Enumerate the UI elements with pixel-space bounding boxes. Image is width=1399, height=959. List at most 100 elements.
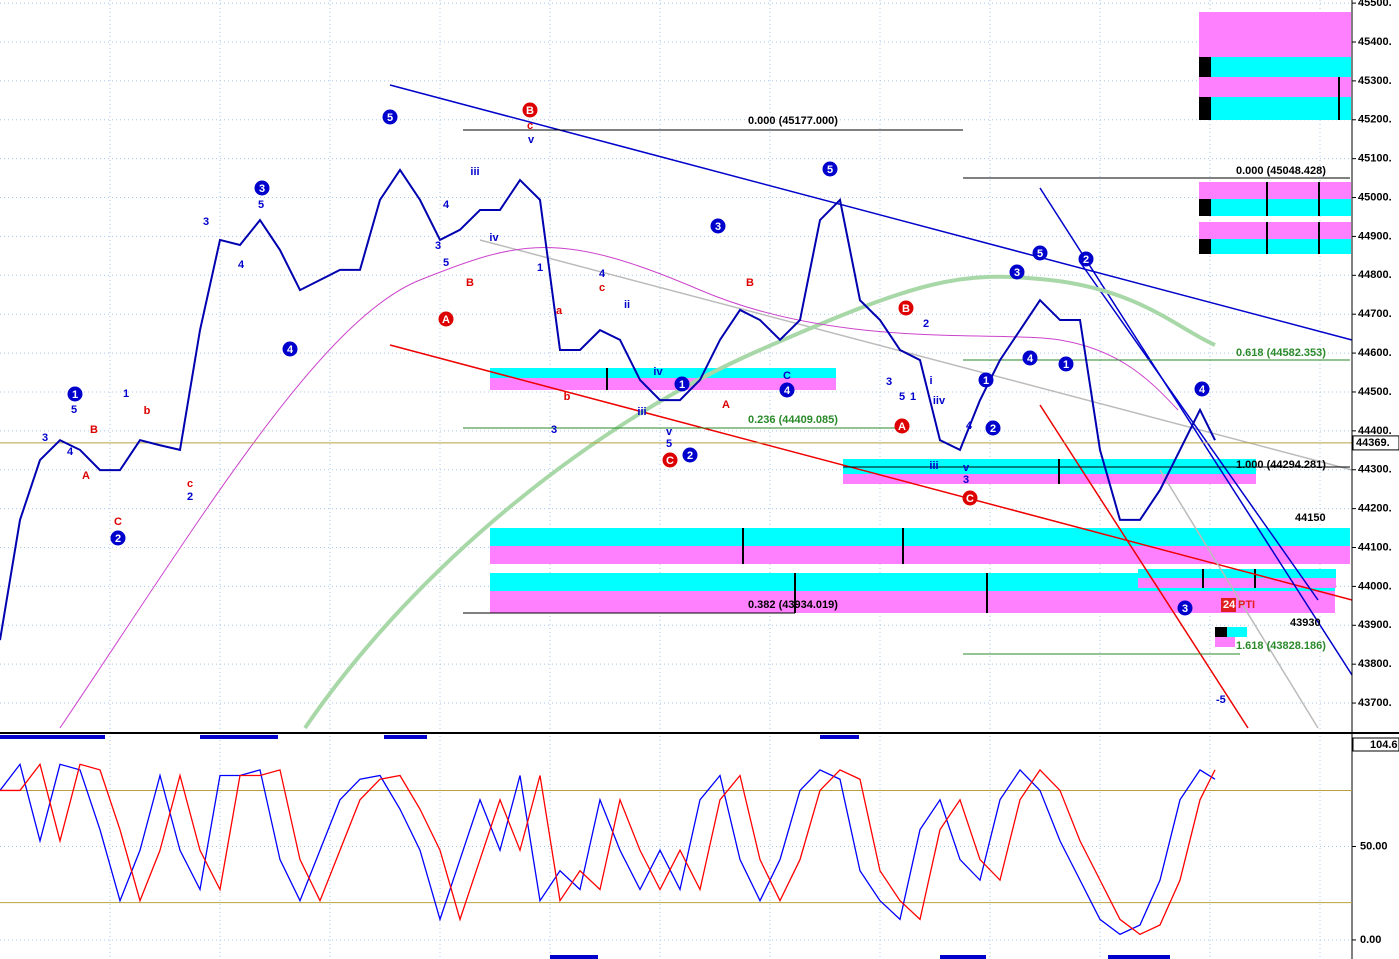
wave-label: 2 [687,450,693,462]
zone [1138,578,1336,588]
fib-label: 1.618 (43828.186) [1236,640,1326,652]
wave-label: iii [470,166,479,178]
wave-marker [1194,381,1210,397]
wave-marker [985,420,1001,436]
series-line [0,762,1216,936]
wave-label: iv [489,232,499,244]
y-tick-label: 45100. [1358,153,1392,165]
wave-label: B [902,303,910,315]
wave-label: B [466,277,474,289]
wave-marker [67,386,83,402]
zone [1199,57,1211,77]
wave-label: 3 [435,240,441,252]
session-bar [550,955,598,959]
wave-label: C [666,455,674,467]
zone [1199,222,1351,239]
zone [1199,12,1351,57]
zone [1199,239,1351,254]
wave-label: 3 [551,424,557,436]
wave-marker [1009,264,1025,280]
last-price-box [1352,435,1399,451]
zone [1215,627,1247,637]
zone [1199,182,1351,199]
fib-label: 1.000 (44294.281) [1236,459,1326,471]
wave-marker [682,447,698,463]
wave-label: 3 [203,216,209,228]
y-tick-label: 43900. [1358,619,1392,631]
wave-label: 5 [666,438,672,450]
wave-label: iii [929,460,938,472]
wave-label: 4 [443,199,450,211]
y-tick-label: 44400. [1358,425,1392,437]
session-bar [0,735,105,739]
trend-line [1039,404,1249,729]
wave-label: A [442,314,450,326]
session-bar [200,735,278,739]
session-bar [940,955,986,959]
wave-marker [710,218,726,234]
fib-label: 0.236 (44409.085) [748,414,838,426]
wave-label: 3 [1182,603,1188,615]
wave-marker [894,418,910,434]
fib-label: 0.000 (45177.000) [748,115,838,127]
wave-label: iv [653,366,663,378]
zone [1215,637,1235,647]
wave-label: C [114,516,122,528]
y-tick-label: 43800. [1358,658,1392,670]
wave-label: 1 [910,391,916,403]
wave-label: A [722,399,730,411]
wave-marker [1177,600,1193,616]
wave-marker [662,452,678,468]
wave-marker [822,161,838,177]
last-value-label: 104.6 [1370,739,1398,751]
note: 44150 [1295,512,1326,524]
zone [1199,97,1211,120]
wave-label: c [187,478,193,490]
wave-label: 1 [1063,359,1069,371]
wave-label: 4 [599,268,606,280]
wave-label: 5 [1037,248,1043,260]
wave-label: B [526,105,534,117]
moving-average [59,247,1179,729]
y-tick-label: 45500. [1358,0,1392,9]
wave-marker [674,376,690,392]
wave-label: 5 [71,404,77,416]
series-line [0,762,1216,936]
wave-label: 3 [886,376,892,388]
y-tick-label: 50.00 [1360,840,1388,852]
wave-label: 2 [115,533,121,545]
wave-marker [1022,350,1038,366]
trend-line [1159,469,1319,729]
y-tick-label: 44100. [1358,541,1392,553]
wave-marker [110,530,126,546]
wave-label: 3 [963,474,969,486]
zone [1199,97,1351,120]
wave-label: C [966,493,974,505]
wave-label: 3 [715,221,721,233]
zone [490,528,1350,546]
wave-label: 4 [1027,353,1034,365]
wave-label: c [527,120,533,132]
wave-label: 2 [1083,254,1089,266]
wave-label: 3 [1014,267,1020,279]
y-tick-label: 45300. [1358,75,1392,87]
wave-label: c [599,282,605,294]
wave-marker [1032,245,1048,261]
y-tick-label: 44500. [1358,386,1392,398]
wave-marker [254,180,270,196]
moving-average [303,274,1216,730]
wave-marker [978,372,994,388]
wave-label: A [898,421,906,433]
session-bar [820,735,859,739]
note: 24 [1223,599,1236,611]
y-tick-label: 44200. [1358,503,1392,515]
wave-marker [1078,251,1094,267]
wave-label: ii [624,299,630,311]
y-tick-label: 44700. [1358,308,1392,320]
zone [490,378,836,390]
wave-marker [898,300,914,316]
wave-label: 1 [983,375,989,387]
last-value-box [1352,737,1399,752]
wave-marker [522,102,538,118]
wave-marker [1058,356,1074,372]
